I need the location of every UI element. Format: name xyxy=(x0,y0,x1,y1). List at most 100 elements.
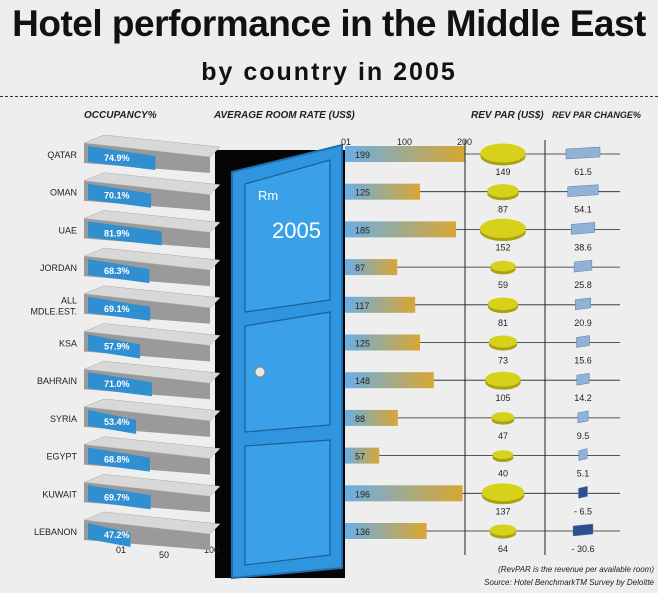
revpar-change-marker xyxy=(576,335,590,348)
revpar-change-marker xyxy=(572,523,594,537)
room-rate-label: 199 xyxy=(355,150,370,160)
revpar-change-marker xyxy=(578,448,588,461)
room-rate-bar xyxy=(345,447,380,464)
revpar-pie xyxy=(480,218,526,239)
revpar-change-label: 5.1 xyxy=(577,469,590,479)
revpar-change-marker xyxy=(576,372,590,386)
occupancy-axis-tick: 100 xyxy=(204,545,219,555)
room-rate-bar xyxy=(345,146,465,162)
occupancy-slab-top xyxy=(83,511,221,535)
occupancy-label: 70.1% xyxy=(104,191,130,201)
occupancy-bar xyxy=(88,259,150,284)
occupancy-label: 53.4% xyxy=(104,417,130,427)
category-label: LEBANON xyxy=(34,527,77,537)
revpar-change-label: 14.2 xyxy=(574,393,592,403)
source-note: Source: Hotel BenchmarkTM Survey by Delo… xyxy=(484,578,654,587)
revpar-pie xyxy=(487,297,519,311)
occupancy-label: 47.2% xyxy=(104,530,130,540)
revpar-change-label: 61.5 xyxy=(574,167,592,177)
occupancy-slab-top xyxy=(83,436,221,459)
category-label: SYRIA xyxy=(50,414,77,424)
occupancy-slab-top xyxy=(83,360,221,384)
revpar-change-marker xyxy=(574,297,592,311)
door-top-inset xyxy=(244,159,331,313)
room-rate-label: 125 xyxy=(355,188,370,198)
revpar-label: 47 xyxy=(498,431,508,441)
revpar-change-marker xyxy=(573,259,593,273)
category-label: BAHRAIN xyxy=(37,376,77,386)
occupancy-bar xyxy=(88,523,131,547)
revpar-change-label: 15.6 xyxy=(574,356,592,366)
room-rate-bar xyxy=(345,183,420,200)
room-rate-bar xyxy=(345,334,420,351)
room-rate-label: 125 xyxy=(355,339,370,349)
category-label: JORDAN xyxy=(40,263,77,273)
revpar-pie xyxy=(491,412,515,422)
occupancy-slab-top xyxy=(83,247,221,271)
room-rate-bar xyxy=(345,221,456,238)
revpar-label: 64 xyxy=(498,544,508,554)
occupancy-bar xyxy=(88,447,150,472)
occupancy-bar xyxy=(88,146,156,170)
revpar-change-marker xyxy=(567,184,599,197)
occupancy-slab-top xyxy=(83,323,221,346)
occupancy-label: 71.0% xyxy=(104,379,130,389)
occupancy-slab-top xyxy=(83,474,221,497)
revpar-change-label: 9.5 xyxy=(577,431,590,441)
occupancy-label: 69.1% xyxy=(104,304,130,314)
room-rate-label: 117 xyxy=(355,301,369,311)
room-rate-label: 87 xyxy=(355,263,365,273)
revpar-label: 149 xyxy=(495,167,510,177)
occupancy-slab-top xyxy=(83,210,221,233)
occupancy-axis-tick: 50 xyxy=(159,550,169,560)
door-year-text: 2005 xyxy=(272,218,321,243)
revpar-label: 137 xyxy=(495,506,510,516)
revpar-header: REV PAR (US$) xyxy=(471,110,544,121)
revpar-change-label: - 6.5 xyxy=(574,506,592,516)
room-rate-label: 185 xyxy=(355,225,370,235)
rate-axis-tick: 01 xyxy=(341,137,351,147)
occupancy-label: 68.3% xyxy=(104,266,130,276)
occupancy-slab-top xyxy=(83,398,221,422)
room-rate-label: 148 xyxy=(355,376,370,386)
occupancy-axis-tick: 01 xyxy=(116,545,126,555)
door-knob xyxy=(254,366,266,378)
occupancy-bar xyxy=(88,485,151,510)
rate-axis-tick: 100 xyxy=(397,137,412,147)
revpar-change-label: 25.8 xyxy=(574,280,592,290)
revpar-label: 87 xyxy=(498,205,508,215)
room-rate-header: AVERAGE ROOM RATE (US$) xyxy=(214,110,355,121)
door-rm-text: Rm xyxy=(258,188,278,203)
revpar-change-marker xyxy=(578,485,588,499)
occupancy-slab-top xyxy=(83,172,221,195)
occupancy-label: 81.9% xyxy=(104,228,130,238)
revpar-pie xyxy=(487,184,519,198)
revpar-change-label: - 30.6 xyxy=(571,544,594,554)
revpar-pie xyxy=(488,335,518,348)
revpar-label: 59 xyxy=(498,280,508,290)
revpar-label: 105 xyxy=(495,393,510,403)
category-label: MDLE.EST. xyxy=(30,306,77,316)
occupancy-slab-top xyxy=(83,134,221,158)
room-rate-label: 88 xyxy=(355,414,365,424)
chart-subtitle: by country in 2005 xyxy=(201,58,457,86)
revpar-change-label: 20.9 xyxy=(574,318,592,328)
occupancy-bar xyxy=(88,221,162,246)
revpar-change-label: 54.1 xyxy=(574,205,592,215)
room-rate-bar xyxy=(345,485,463,502)
room-rate-bar xyxy=(345,372,434,389)
occupancy-label: 69.7% xyxy=(104,492,130,502)
revpar-change-label: 38.6 xyxy=(574,242,592,252)
category-label: QATAR xyxy=(47,150,77,160)
occupancy-bar xyxy=(88,296,151,321)
header-divider xyxy=(0,96,658,97)
revpar-label: 152 xyxy=(495,242,510,252)
revpar-change-header: REV PAR CHANGE% xyxy=(552,110,641,120)
occupancy-bar xyxy=(88,409,137,434)
occupancy-label: 74.9% xyxy=(104,153,130,163)
revpar-label: 40 xyxy=(498,469,508,479)
occupancy-bar xyxy=(88,334,141,359)
door-middle-inset xyxy=(244,311,331,433)
category-label: EGYPT xyxy=(46,452,77,462)
